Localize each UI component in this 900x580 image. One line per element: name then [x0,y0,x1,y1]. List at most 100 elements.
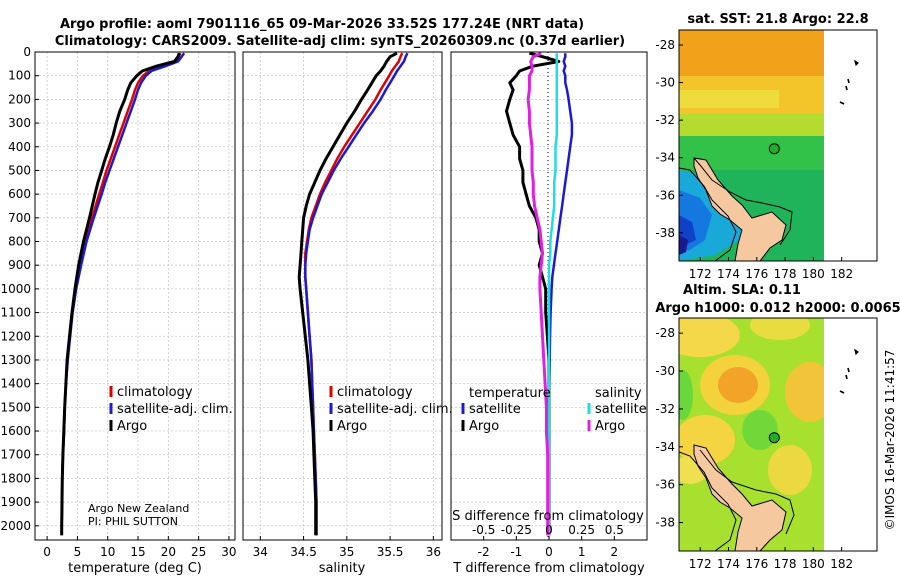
lat-tick-label: -38 [655,226,675,240]
lat-tick-label: -28 [655,326,675,340]
s-difference-ticks: -0.5 -0.25 0 0.25 0.5 [472,523,624,537]
x-tick-label: 15 [130,545,145,559]
legend-satellite-adj-label: satellite-adj. clim. [337,402,453,417]
x-tick-label: 0 [43,545,51,559]
difference-legend: temperature satellite Argo salinity sate… [461,386,647,434]
y-tick-label: 1800 [0,471,31,485]
legend-temperature-argo-label: Argo [469,419,499,434]
sla-map-panel: Altim. SLA: 0.11 Argo h1000: 0.012 h2000… [655,283,900,571]
legend-salinity-argo-label: Argo [595,419,625,434]
sst-islands-outside [839,59,859,105]
y-tick-label: 2000 [0,519,31,533]
x-tick-label: 1 [578,545,586,559]
y-tick-label: 1400 [0,377,31,391]
series-line-salinity-argo [526,51,550,536]
series-line-temperature-satellite [547,53,574,536]
lat-tick-label: -32 [655,402,675,416]
series-line-climatology [60,52,182,536]
s-difference-xlabel: S difference from climatology [452,509,644,524]
sst-lon-ticks: 172 174 176 178 180 182 [689,257,853,281]
difference-panel: -2 -1 0 1 2 -0.5 -0.25 0 0.25 0.5 T difference f… [450,51,648,576]
lat-tick-label: -28 [655,38,675,52]
lat-tick-label: -32 [655,113,675,127]
y-tick-label: 1700 [0,448,31,462]
lon-tick-label: 174 [717,557,740,571]
y-tick-label: 1100 [0,306,31,320]
salinity-axes-box [242,51,443,541]
y-tick-label: 1500 [0,400,31,414]
y-tick-label: 1900 [0,495,31,509]
x-tick-label: 36 [426,545,441,559]
series-line-argo [297,51,398,536]
legend-climatology-label: climatology [117,385,193,400]
salinity-legend: climatology satellite-adj. clim. Argo [329,385,453,434]
lat-tick-label: -34 [655,151,675,165]
y-tick-label: 1300 [0,353,31,367]
legend-argo-label: Argo [337,419,367,434]
x-tick-label: 35.5 [377,545,404,559]
y-tick-label: 1200 [0,329,31,343]
temperature-grid [35,51,235,540]
annotation-pi-name: PI: PHIL SUTTON [88,515,178,528]
sla-lon-ticks: 172 174 176 178 180 182 [689,547,853,571]
lon-tick-label: 174 [717,267,740,281]
y-tick-label: 300 [8,116,31,130]
temperature-legend: climatology satellite-adj. clim. Argo [109,385,233,434]
lon-tick-label: 172 [689,557,712,571]
x-tick-label: 0 [545,545,553,559]
y-tick-label: 500 [8,163,31,177]
lat-tick-label: -30 [655,364,675,378]
t-difference-xlabel: T difference from climatology [452,561,645,576]
temperature-lines [60,52,186,536]
y-tick-label: 1600 [0,424,31,438]
sla-islands [839,348,859,394]
salinity-x-ticks: 34 34.5 35 35.5 36 [253,536,441,559]
annotation-argo-new-zealand: Argo New Zealand [88,502,189,515]
y-tick-label: 800 [8,235,31,249]
lat-tick-label: -38 [655,516,675,530]
sst-map-frame [678,29,878,262]
s-tick-label: 0.5 [605,523,624,537]
depth-y-ticks: 0 100 200 300 400 500 600 700 800 900 1000 1100 1200… [0,45,39,533]
x-tick-label: 30 [221,545,236,559]
series-line-satellite-adj-clim [304,52,409,536]
sst-lat-ticks: -28 -30 -32 -34 -36 -38 [655,38,683,240]
y-tick-label: 1000 [0,282,31,296]
x-tick-label: 25 [191,545,206,559]
salinity-grid [243,51,442,540]
s-tick-label: -0.5 [472,523,495,537]
salinity-xlabel: salinity [319,561,366,576]
s-tick-label: 0 [545,523,553,537]
legend-temperature-title: temperature [469,386,551,401]
lat-tick-label: -30 [655,76,675,90]
sst-map-panel: sat. SST: 21.8 Argo: 22.8 [655,12,878,281]
lon-tick-label: 176 [745,267,768,281]
y-tick-label: 700 [8,211,31,225]
legend-satellite-adj-label: satellite-adj. clim. [117,402,233,417]
series-line-salinity-satellite [547,53,559,536]
sla-map-title-line2: Argo h1000: 0.012 h2000: 0.0065 [655,301,900,316]
salinity-panel: 34 34.5 35 35.5 36 salinity climatology sate… [242,51,453,576]
salinity-lines [297,51,409,536]
sst-float-marker [768,143,780,155]
temperature-panel: 0 5 10 15 20 25 30 0 100 200 300 400 500 600 700 800 90… [0,45,236,576]
sla-field [679,318,824,551]
t-difference-x-ticks: -2 -1 0 1 2 [478,536,618,559]
lat-tick-label: -36 [655,188,675,202]
lon-tick-label: 176 [745,557,768,571]
temperature-xlabel: temperature (deg C) [68,561,202,576]
imos-credit: ©IMOS 16-Mar-2026 11:41:57 [883,350,897,531]
temperature-axes-box [34,51,236,541]
y-tick-label: 400 [8,140,31,154]
lon-tick-label: 182 [830,557,853,571]
difference-lines [505,51,574,536]
figure-title-line1: Argo profile: aoml 7901116_65 09-Mar-202… [60,17,584,32]
x-tick-label: 5 [74,545,82,559]
temperature-x-ticks: 0 5 10 15 20 25 30 [43,536,237,559]
legend-salinity-title: salinity [595,386,642,401]
figure-title-line2: Climatology: CARS2009. Satellite-adj cli… [55,34,625,49]
sla-lat-ticks: -28 -30 -32 -34 -36 -38 [655,326,683,530]
sst-field [679,30,824,261]
lon-tick-label: 180 [802,267,825,281]
